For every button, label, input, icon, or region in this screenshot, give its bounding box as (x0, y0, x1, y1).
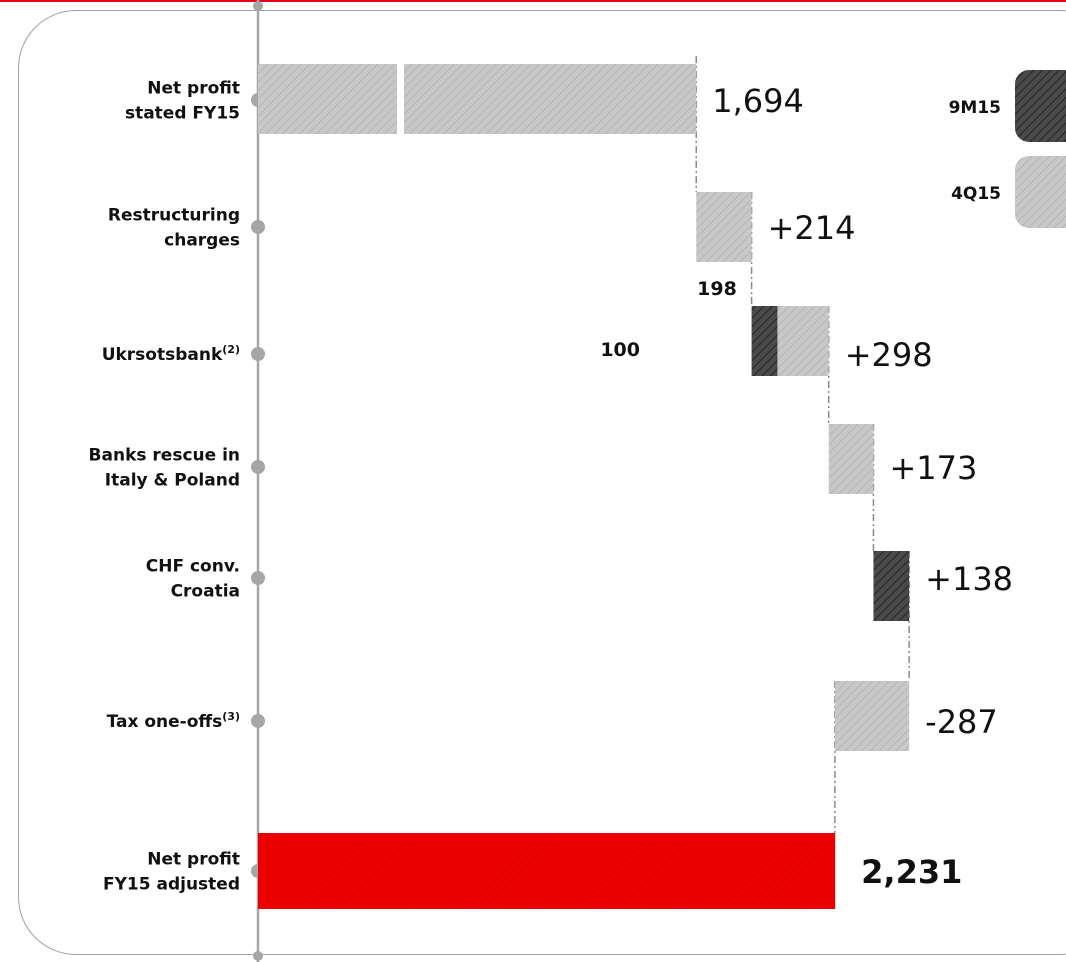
bar-segment-4q15 (834, 681, 910, 751)
value-label: +298 (845, 336, 933, 374)
chart-frame (18, 10, 1066, 955)
value-label: 1,694 (712, 82, 804, 120)
category-label-superscript: (2) (222, 343, 240, 356)
bar-segment-4q15 (828, 424, 874, 494)
axis-end-dot (253, 951, 263, 961)
bar-segment-9m15 (873, 551, 910, 621)
segment-label: 198 (697, 278, 737, 300)
value-label: -287 (925, 703, 998, 741)
value-label: +214 (768, 209, 856, 247)
category-label: stated FY15 (125, 104, 240, 124)
category-label: CHF conv. (146, 557, 240, 577)
bar-segment-4q15 (777, 306, 829, 376)
category-label-text: Banks rescue in (89, 446, 240, 466)
legend-swatch-4q15 (1015, 156, 1066, 228)
category-label: Italy & Poland (105, 471, 240, 491)
legend-label: 9M15 (949, 98, 1001, 118)
segment-label: 100 (600, 339, 640, 361)
value-label: +173 (889, 449, 977, 487)
top-accent-bar (0, 0, 1066, 2)
category-label: Croatia (171, 582, 240, 602)
bar-segment-9m15 (751, 306, 778, 376)
bar-net-profit-adjusted (258, 833, 836, 909)
category-label: Tax one-offs(3) (107, 710, 240, 732)
category-label-text: Restructuring (108, 206, 240, 226)
axis-row-dot (251, 460, 265, 474)
category-label: Restructuring (108, 206, 240, 226)
axis-end-dot (253, 1, 263, 11)
category-label-text: Croatia (171, 582, 240, 602)
category-label-text: Net profit (147, 850, 240, 870)
category-label-text: Net profit (147, 79, 240, 99)
bar-net-profit-stated (258, 64, 697, 134)
legend-swatch-9m15 (1015, 70, 1066, 142)
category-label-text: Italy & Poland (105, 471, 240, 491)
bar-break-gap (397, 62, 404, 136)
category-label-text: FY15 adjusted (103, 875, 240, 895)
category-label: Banks rescue in (89, 446, 240, 466)
category-label: FY15 adjusted (103, 875, 240, 895)
axis-row-dot (251, 571, 265, 585)
category-label: Net profit (147, 850, 240, 870)
category-label-text: charges (164, 231, 240, 251)
value-label: +138 (925, 560, 1013, 598)
bar-segment-4q15 (696, 192, 752, 262)
category-label-text: Ukrsotsbank (102, 345, 223, 365)
axis-row-dot (251, 347, 265, 361)
category-label: Ukrsotsbank(2) (102, 343, 240, 365)
category-label-text: Tax one-offs (107, 712, 223, 732)
legend-label: 4Q15 (951, 184, 1001, 204)
category-label: Net profit (147, 79, 240, 99)
axis-row-dot (251, 714, 265, 728)
value-label: 2,231 (861, 853, 962, 891)
category-label-superscript: (3) (222, 710, 240, 723)
category-label-text: stated FY15 (125, 104, 240, 124)
category-label: charges (164, 231, 240, 251)
axis-row-dot (251, 220, 265, 234)
category-label-text: CHF conv. (146, 557, 240, 577)
